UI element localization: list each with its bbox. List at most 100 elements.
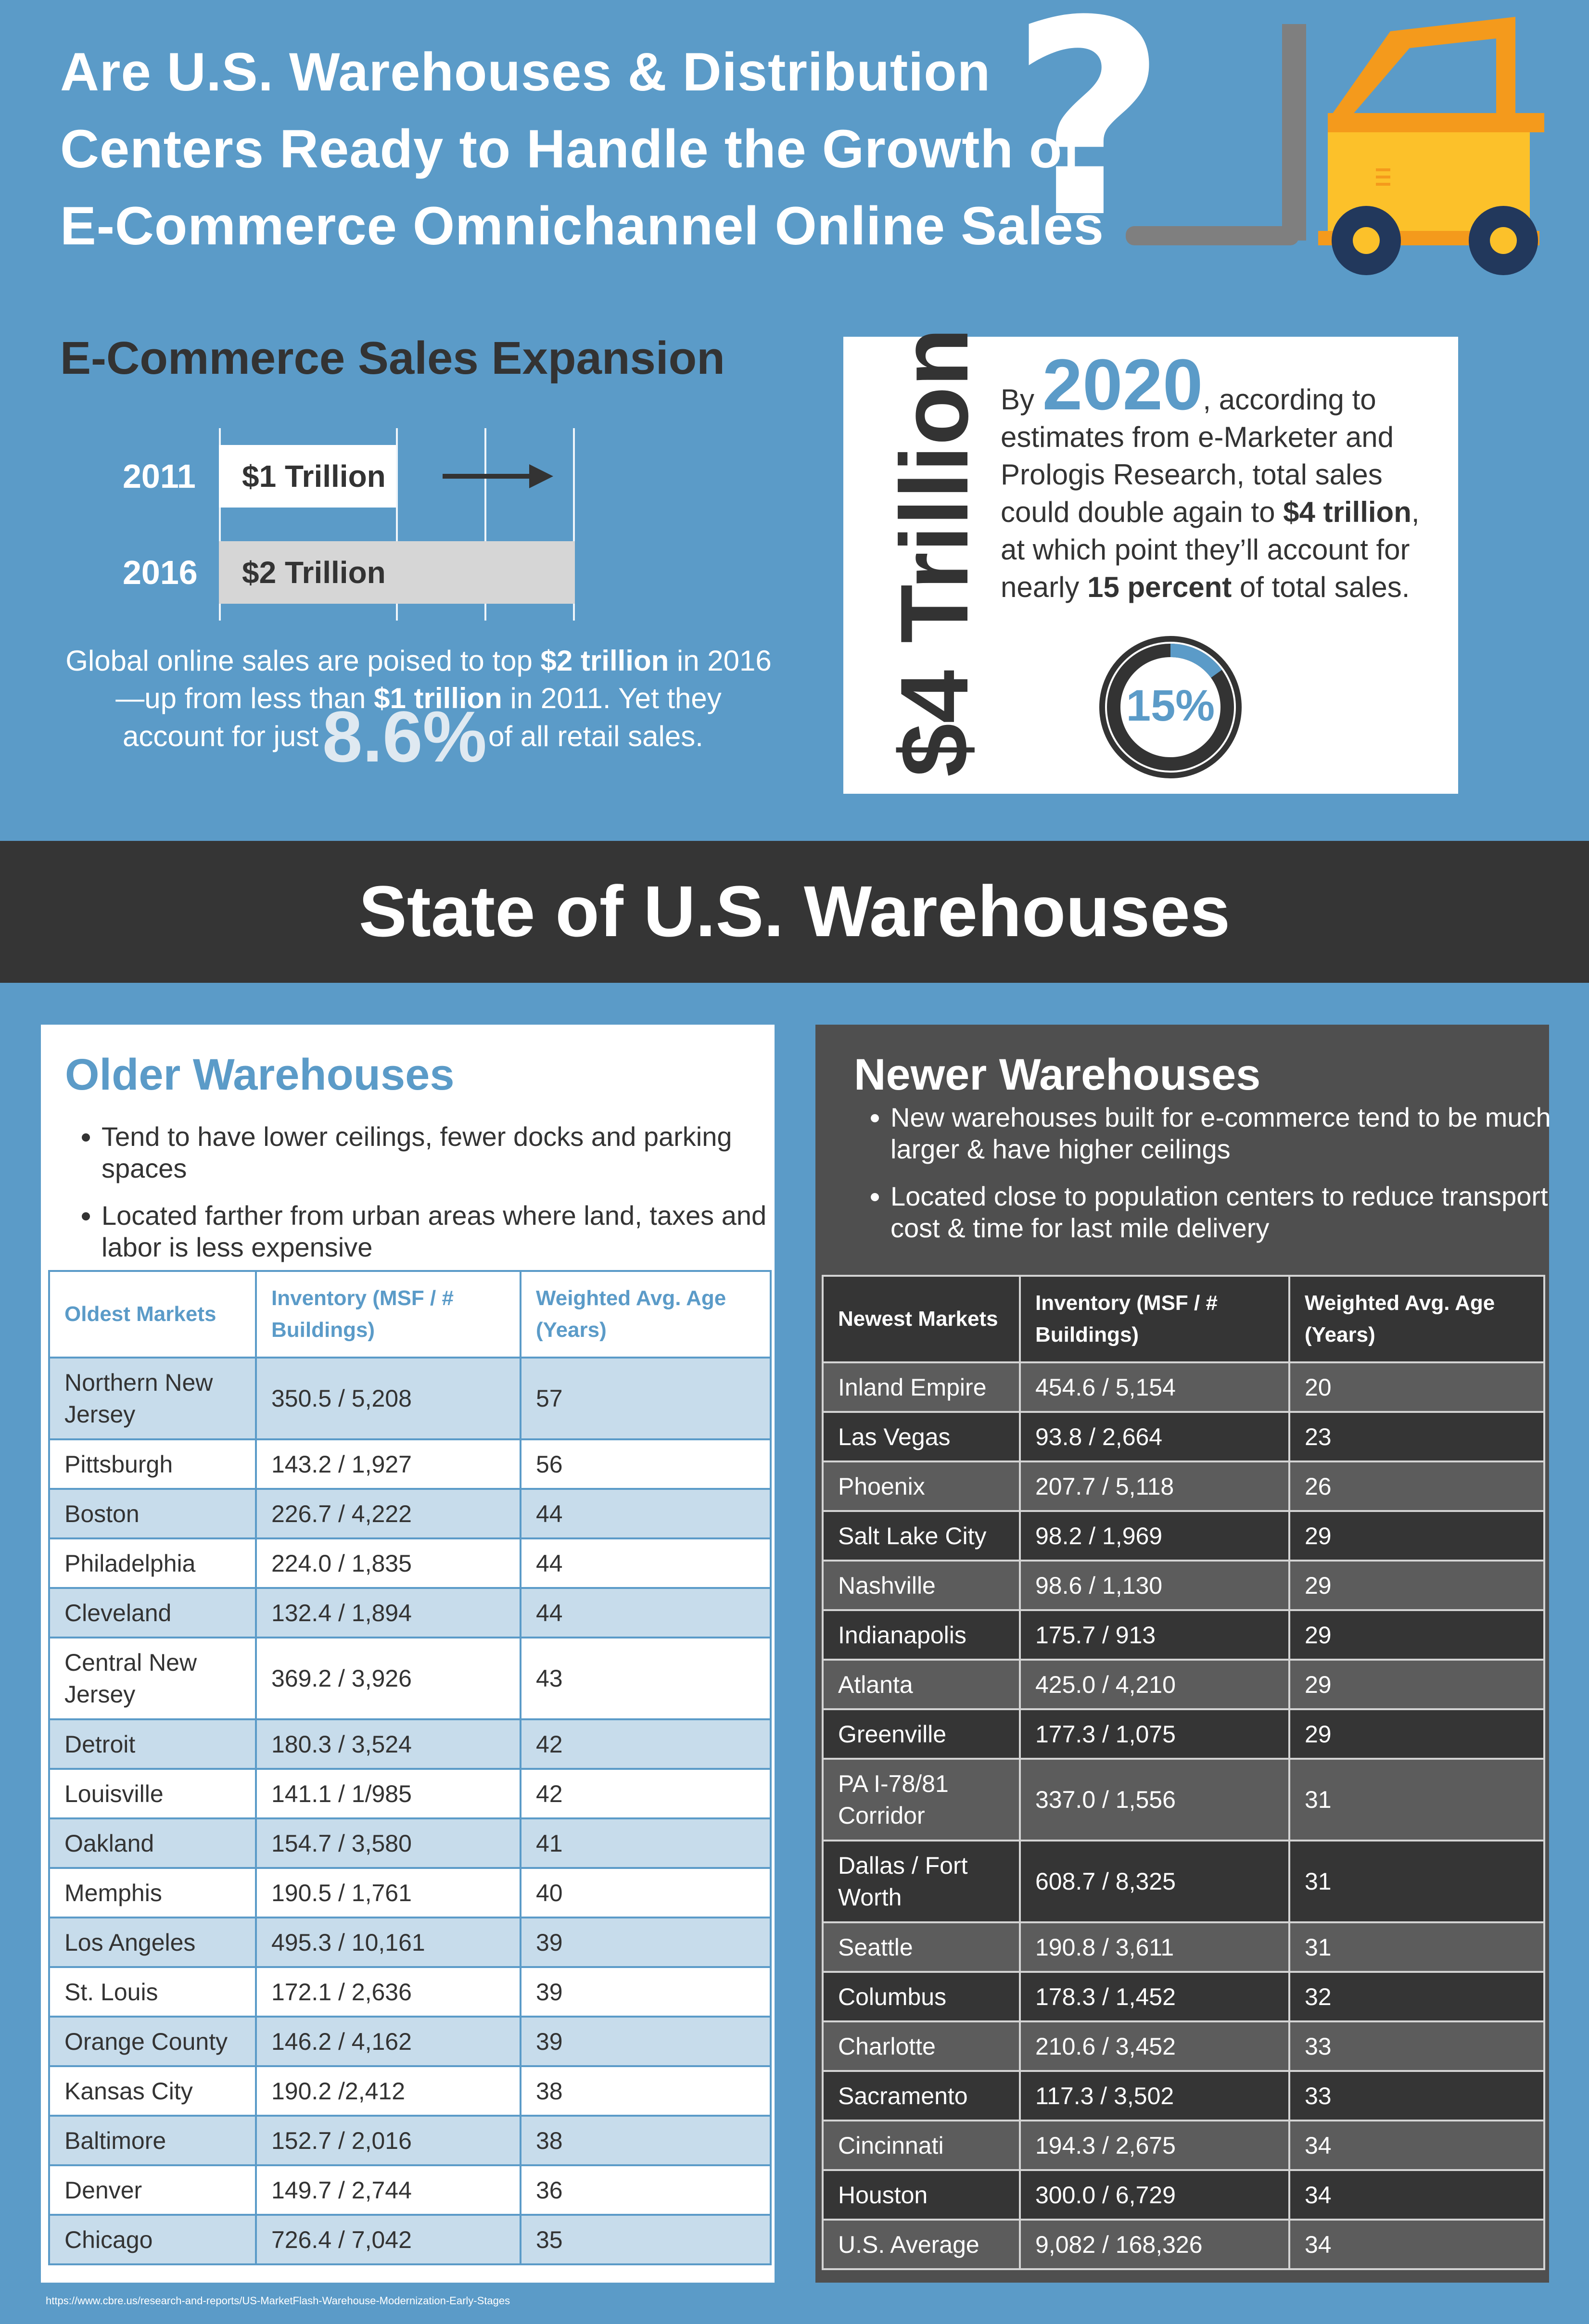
- forecast-line-4: could double again to $4 trillion,: [1001, 496, 1420, 528]
- age-cell: 38: [520, 2115, 772, 2166]
- older-markets-table: Oldest Markets Inventory (MSF / # Buildi…: [48, 1270, 772, 2265]
- table-row: Pittsburgh 143.2 / 1,927 56: [48, 1438, 772, 1490]
- market-cell: Los Angeles: [48, 1917, 257, 1968]
- newer-bullet-list: New warehouses built for e-commerce tend…: [854, 1102, 1574, 1259]
- age-cell: 31: [1288, 1758, 1545, 1841]
- age-cell: 29: [1288, 1609, 1545, 1661]
- newer-bullet: New warehouses built for e-commerce tend…: [890, 1102, 1574, 1165]
- age-cell: 42: [520, 1718, 772, 1770]
- table-row: Memphis 190.5 / 1,761 40: [48, 1867, 772, 1918]
- inventory-cell: 9,082 / 168,326: [1019, 2219, 1290, 2270]
- market-cell: Orange County: [48, 2016, 257, 2067]
- forecast-card: $4 Trillion By 2020, according to estima…: [843, 328, 1458, 794]
- age-cell: 39: [520, 1917, 772, 1968]
- table-row: St. Louis 172.1 / 2,636 39: [48, 1966, 772, 2018]
- age-cell: 43: [520, 1637, 772, 1720]
- table-row: Oakland 154.7 / 3,580 41: [48, 1817, 772, 1869]
- market-cell: Northern New Jersey: [48, 1357, 257, 1440]
- age-cell: 44: [520, 1587, 772, 1638]
- inventory-cell: 608.7 / 8,325: [1019, 1840, 1290, 1923]
- forecast-description: By 2020, according to estimates from e-M…: [1001, 348, 1443, 606]
- inventory-cell: 175.7 / 913: [1019, 1609, 1290, 1661]
- table-row: Phoenix 207.7 / 5,118 26: [822, 1460, 1545, 1512]
- inventory-cell: 194.3 / 2,675: [1019, 2120, 1290, 2171]
- inventory-cell: 98.2 / 1,969: [1019, 1510, 1290, 1562]
- inventory-cell: 143.2 / 1,927: [255, 1438, 521, 1490]
- market-cell: PA I-78/81 Corridor: [822, 1758, 1021, 1841]
- source-link[interactable]: https://www.cbre.us/research-and-reports…: [46, 2295, 510, 2307]
- market-cell: Seattle: [822, 1921, 1021, 1973]
- inventory-cell: 226.7 / 4,222: [255, 1488, 521, 1539]
- market-cell: Louisville: [48, 1768, 257, 1819]
- inventory-cell: 132.4 / 1,894: [255, 1587, 521, 1638]
- inventory-cell: 369.2 / 3,926: [255, 1637, 521, 1720]
- table-row: Northern New Jersey 350.5 / 5,208 57: [48, 1357, 772, 1440]
- market-cell: Oakland: [48, 1817, 257, 1869]
- inventory-cell: 495.3 / 10,161: [255, 1917, 521, 1968]
- arrow-right-icon: [443, 464, 553, 488]
- inventory-cell: 190.8 / 3,611: [1019, 1921, 1290, 1973]
- market-cell: Indianapolis: [822, 1609, 1021, 1661]
- market-cell: Memphis: [48, 1867, 257, 1918]
- table-row: Detroit 180.3 / 3,524 42: [48, 1718, 772, 1770]
- table-row: Seattle 190.8 / 3,611 31: [822, 1921, 1545, 1973]
- table-row: Denver 149.7 / 2,744 36: [48, 2164, 772, 2216]
- table-row: Indianapolis 175.7 / 913 29: [822, 1609, 1545, 1661]
- section-band: State of U.S. Warehouses: [0, 841, 1589, 983]
- market-cell: U.S. Average: [822, 2219, 1021, 2270]
- table-row: Kansas City 190.2 /2,412 38: [48, 2065, 772, 2117]
- percentage-ring-fill: [1107, 644, 1234, 771]
- table-header: Inventory (MSF / # Buildings): [1019, 1275, 1290, 1363]
- page-title-line-3: E-Commerce Omnichannel Online Sales: [60, 196, 1104, 256]
- market-cell: Denver: [48, 2164, 257, 2216]
- table-row: Sacramento 117.3 / 3,502 33: [822, 2070, 1545, 2121]
- bar-value-label: $1 Trillion: [242, 459, 386, 494]
- sales-bar-chart: 2011 $1 Trillion 2016 $2 Trillion: [111, 428, 592, 621]
- age-cell: 34: [1288, 2219, 1545, 2270]
- age-cell: 39: [520, 2016, 772, 2067]
- market-cell: Las Vegas: [822, 1411, 1021, 1462]
- older-warehouses-panel: Older Warehouses Tend to have lower ceil…: [41, 1025, 775, 2283]
- page-title-line-2: Centers Ready to Handle the Growth of: [60, 119, 1081, 179]
- share-percentage: 8.6%: [322, 696, 487, 777]
- age-cell: 36: [520, 2164, 772, 2216]
- inventory-cell: 207.7 / 5,118: [1019, 1460, 1290, 1512]
- market-cell: Nashville: [822, 1560, 1021, 1611]
- table-header: Weighted Avg. Age (Years): [520, 1270, 772, 1359]
- age-cell: 26: [1288, 1460, 1545, 1512]
- age-cell: 29: [1288, 1560, 1545, 1611]
- section-title-warehouses: State of U.S. Warehouses: [358, 871, 1231, 952]
- market-cell: Dallas / Fort Worth: [822, 1840, 1021, 1923]
- age-cell: 44: [520, 1537, 772, 1589]
- age-cell: 20: [1288, 1361, 1545, 1413]
- table-row: Nashville 98.6 / 1,130 29: [822, 1560, 1545, 1611]
- age-cell: 35: [520, 2214, 772, 2265]
- market-cell: Central New Jersey: [48, 1637, 257, 1720]
- market-cell: Boston: [48, 1488, 257, 1539]
- newer-heading: Newer Warehouses: [854, 1050, 1261, 1099]
- inventory-cell: 350.5 / 5,208: [255, 1357, 521, 1440]
- percentage-ring: 15%: [1099, 636, 1242, 778]
- age-cell: 29: [1288, 1659, 1545, 1710]
- age-cell: 33: [1288, 2070, 1545, 2121]
- bar-year-label: 2011: [123, 457, 196, 495]
- inventory-cell: 300.0 / 6,729: [1019, 2169, 1290, 2221]
- age-cell: 23: [1288, 1411, 1545, 1462]
- table-row: Boston 226.7 / 4,222 44: [48, 1488, 772, 1539]
- newer-bullet: Located close to population centers to r…: [890, 1181, 1574, 1244]
- older-bullet: Located farther from urban areas where l…: [102, 1200, 794, 1263]
- inventory-cell: 210.6 / 3,452: [1019, 2020, 1290, 2072]
- inventory-cell: 93.8 / 2,664: [1019, 1411, 1290, 1462]
- table-row: Louisville 141.1 / 1/985 42: [48, 1768, 772, 1819]
- market-cell: Columbus: [822, 1971, 1021, 2022]
- inventory-cell: 152.7 / 2,016: [255, 2115, 521, 2166]
- market-cell: Kansas City: [48, 2065, 257, 2117]
- table-row: Philadelphia 224.0 / 1,835 44: [48, 1537, 772, 1589]
- bar-2011: $1 Trillion: [219, 445, 396, 508]
- table-row: Las Vegas 93.8 / 2,664 23: [822, 1411, 1545, 1462]
- inventory-cell: 146.2 / 4,162: [255, 2016, 521, 2067]
- market-cell: Detroit: [48, 1718, 257, 1770]
- forklift-icon: [1126, 17, 1544, 275]
- age-cell: 34: [1288, 2120, 1545, 2171]
- inventory-cell: 425.0 / 4,210: [1019, 1659, 1290, 1710]
